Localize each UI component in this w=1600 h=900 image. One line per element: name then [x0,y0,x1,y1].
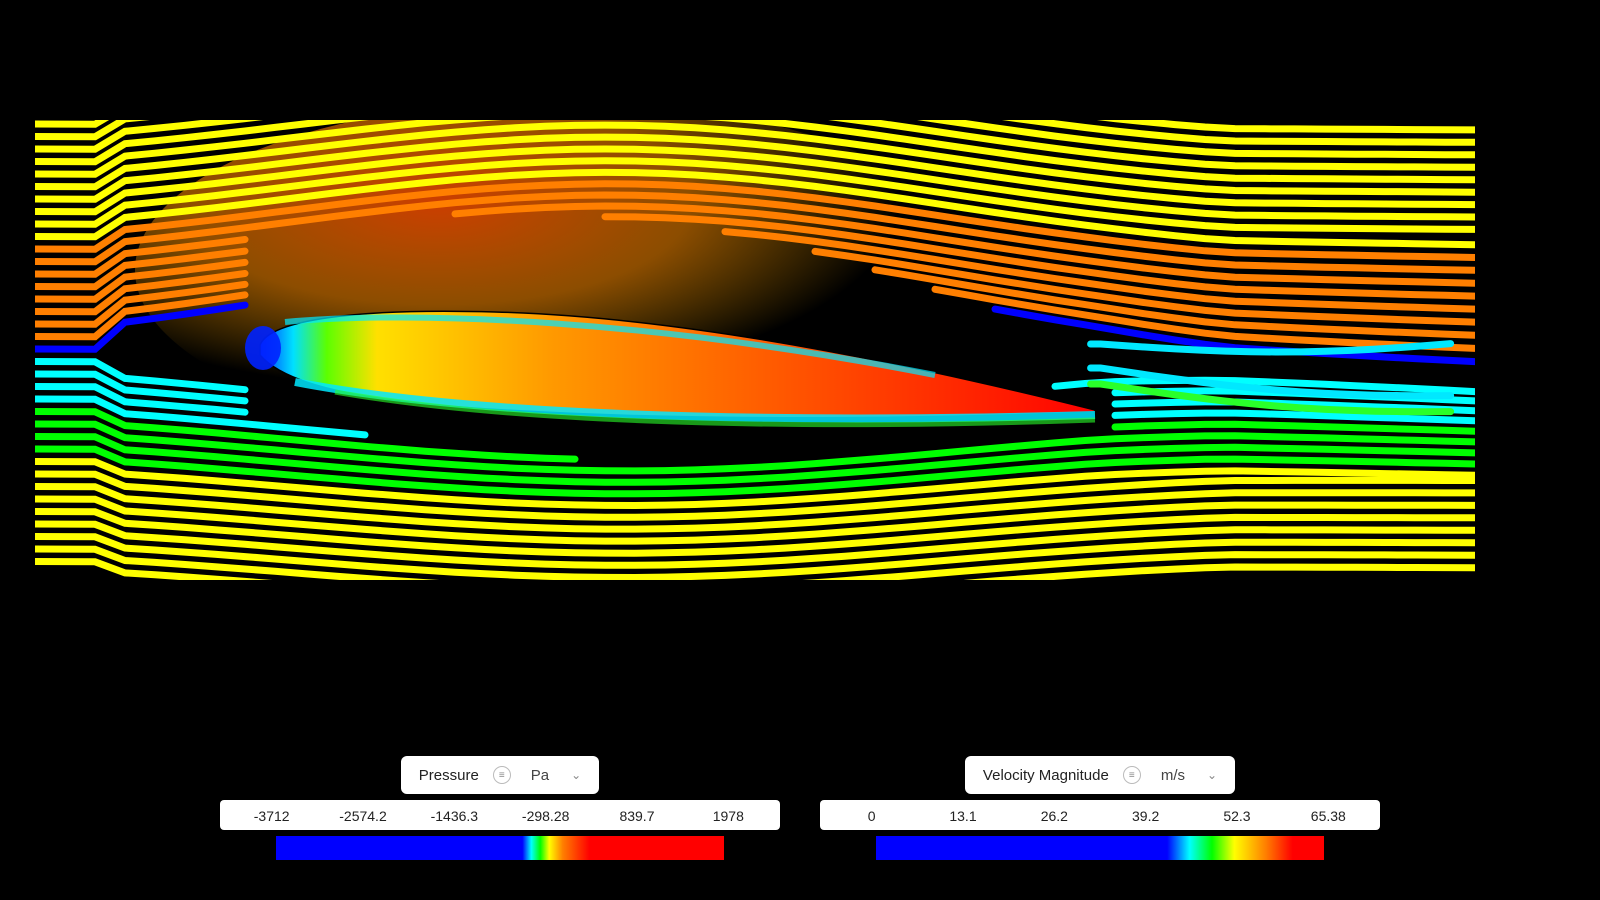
tick: 52.3 [1191,808,1282,824]
legend-pressure-colorbar [276,836,724,860]
cfd-visualization[interactable] [35,120,1475,580]
cfd-svg [35,120,1475,580]
legend-pressure-control[interactable]: Pressure ≡ Pa ⌄ [401,756,599,794]
tick: -1436.3 [409,808,500,824]
tick: 13.1 [917,808,1008,824]
tick: 0 [826,808,917,824]
tick: 65.38 [1283,808,1374,824]
tick: 839.7 [591,808,682,824]
tick: 1978 [683,808,774,824]
legend-row: Pressure ≡ Pa ⌄ -3712 -2574.2 -1436.3 -2… [0,756,1600,860]
tick: -298.28 [500,808,591,824]
options-icon[interactable]: ≡ [1123,766,1141,784]
legend-pressure-unit: Pa [531,767,549,784]
tick: -2574.2 [317,808,408,824]
chevron-down-icon[interactable]: ⌄ [571,768,581,782]
chevron-down-icon[interactable]: ⌄ [1207,768,1217,782]
legend-pressure-ticks: -3712 -2574.2 -1436.3 -298.28 839.7 1978 [220,800,780,830]
legend-velocity-ticks: 0 13.1 26.2 39.2 52.3 65.38 [820,800,1380,830]
tick: 39.2 [1100,808,1191,824]
legend-pressure: Pressure ≡ Pa ⌄ -3712 -2574.2 -1436.3 -2… [220,756,780,860]
stage: Pressure ≡ Pa ⌄ -3712 -2574.2 -1436.3 -2… [0,0,1600,900]
legend-velocity-variable: Velocity Magnitude [983,767,1109,784]
tick: 26.2 [1009,808,1100,824]
legend-pressure-variable: Pressure [419,767,479,784]
legend-velocity-colorbar [876,836,1324,860]
tick: -3712 [226,808,317,824]
legend-velocity: Velocity Magnitude ≡ m/s ⌄ 0 13.1 26.2 3… [820,756,1380,860]
legend-velocity-unit: m/s [1161,767,1185,784]
options-icon[interactable]: ≡ [493,766,511,784]
legend-velocity-control[interactable]: Velocity Magnitude ≡ m/s ⌄ [965,756,1235,794]
